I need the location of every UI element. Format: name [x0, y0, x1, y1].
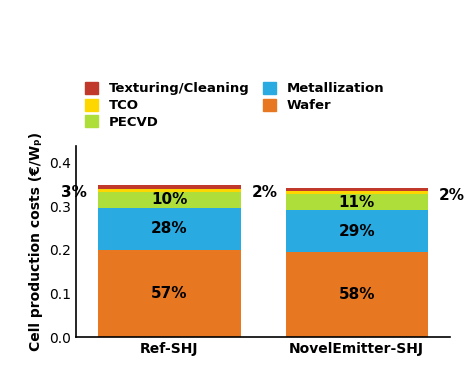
- Bar: [285, 210, 428, 252]
- Bar: [285, 188, 428, 191]
- Text: 58%: 58%: [338, 287, 375, 302]
- Bar: [98, 208, 241, 250]
- Bar: [98, 250, 241, 337]
- Bar: [98, 192, 241, 208]
- Bar: [98, 189, 241, 192]
- Bar: [285, 191, 428, 194]
- Y-axis label: Cell production costs (€/Wₚ): Cell production costs (€/Wₚ): [29, 132, 44, 351]
- Text: 28%: 28%: [151, 221, 188, 236]
- Text: 57%: 57%: [151, 286, 188, 301]
- Bar: [285, 252, 428, 337]
- Text: 2%: 2%: [439, 188, 465, 203]
- Text: 2%: 2%: [252, 185, 278, 200]
- Text: 11%: 11%: [338, 195, 375, 210]
- Text: 10%: 10%: [151, 192, 188, 208]
- Legend: Texturing/Cleaning, TCO, PECVD, Metallization, Wafer: Texturing/Cleaning, TCO, PECVD, Metalliz…: [82, 79, 387, 131]
- Bar: [285, 194, 428, 210]
- Text: 29%: 29%: [338, 224, 375, 239]
- Text: 3%: 3%: [61, 185, 87, 200]
- Bar: [98, 185, 241, 189]
